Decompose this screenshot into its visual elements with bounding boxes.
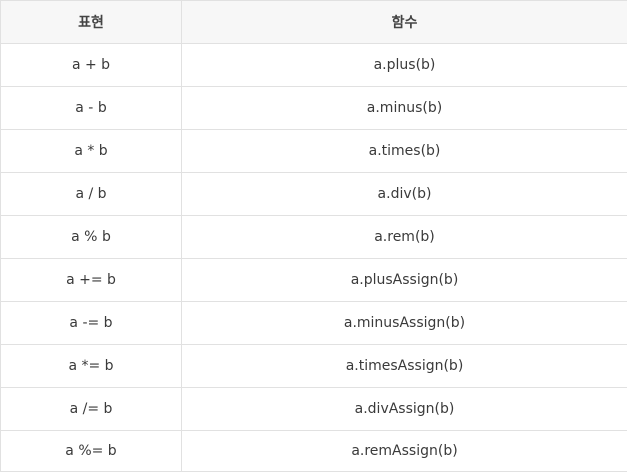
function-cell: a.div(b): [182, 173, 627, 216]
expression-cell: a % b: [1, 216, 182, 259]
table-row: a * b a.times(b): [1, 130, 627, 173]
table-row: a /= b a.divAssign(b): [1, 388, 627, 431]
expression-cell: a -= b: [1, 302, 182, 345]
function-cell: a.minusAssign(b): [182, 302, 627, 345]
expression-cell: a %= b: [1, 431, 182, 472]
function-cell: a.remAssign(b): [182, 431, 627, 472]
function-cell: a.times(b): [182, 130, 627, 173]
expression-cell: a * b: [1, 130, 182, 173]
table-row: a + b a.plus(b): [1, 44, 627, 87]
function-cell: a.divAssign(b): [182, 388, 627, 431]
table-row: a %= b a.remAssign(b): [1, 431, 627, 472]
function-cell: a.plusAssign(b): [182, 259, 627, 302]
table-header-row: 표현 함수: [1, 1, 627, 44]
expression-cell: a *= b: [1, 345, 182, 388]
table-row: a += b a.plusAssign(b): [1, 259, 627, 302]
expression-cell: a / b: [1, 173, 182, 216]
function-cell: a.timesAssign(b): [182, 345, 627, 388]
expression-cell: a += b: [1, 259, 182, 302]
table-row: a -= b a.minusAssign(b): [1, 302, 627, 345]
header-function: 함수: [182, 1, 627, 44]
expression-cell: a + b: [1, 44, 182, 87]
table-row: a % b a.rem(b): [1, 216, 627, 259]
table-row: a - b a.minus(b): [1, 87, 627, 130]
table-row: a *= b a.timesAssign(b): [1, 345, 627, 388]
table-row: a / b a.div(b): [1, 173, 627, 216]
header-expression: 표현: [1, 1, 182, 44]
expression-cell: a - b: [1, 87, 182, 130]
function-cell: a.minus(b): [182, 87, 627, 130]
function-cell: a.plus(b): [182, 44, 627, 87]
expression-cell: a /= b: [1, 388, 182, 431]
function-cell: a.rem(b): [182, 216, 627, 259]
